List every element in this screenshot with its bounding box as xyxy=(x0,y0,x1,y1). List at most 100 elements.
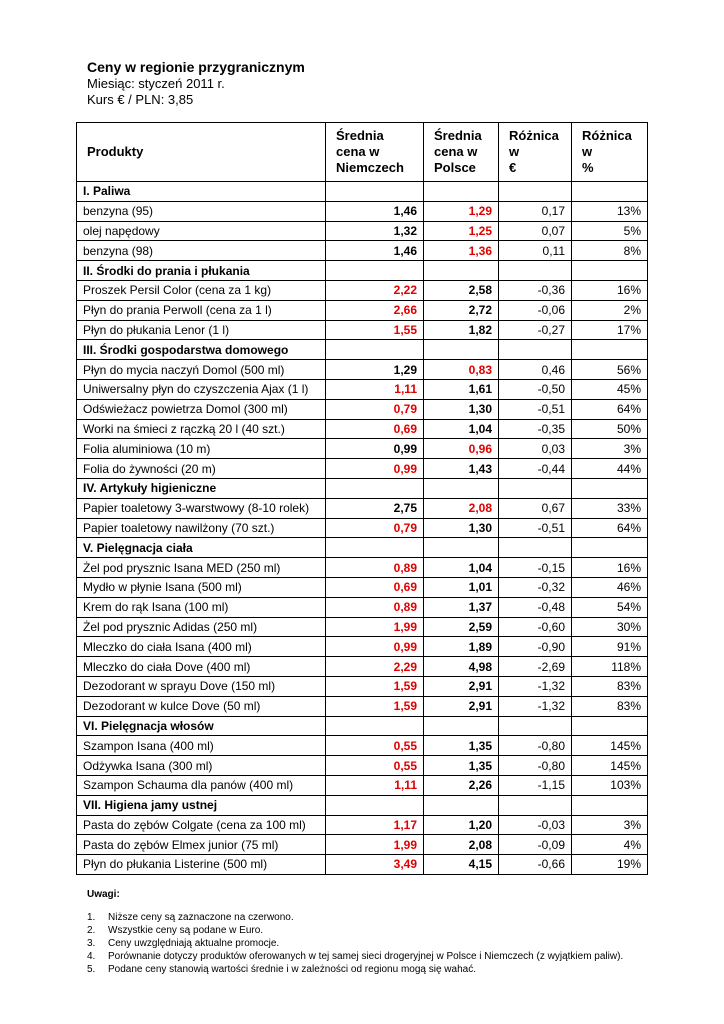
note-number: 4. xyxy=(87,951,96,962)
value-cell: 2,58 xyxy=(423,279,499,301)
product-name: Żel pod prysznic Adidas (250 ml) xyxy=(76,616,326,638)
value-cell: 1,59 xyxy=(325,695,424,717)
product-row: Płyn do płukania Lenor (1 l) 1,55 1,82 -0,2… xyxy=(76,319,648,341)
empty-cell xyxy=(571,537,648,559)
value-cell: 1,99 xyxy=(325,616,424,638)
product-name: Uniwersalny płyn do czyszczenia Ajax (1 … xyxy=(76,378,326,400)
value-cell: -0,60 xyxy=(498,616,572,638)
empty-cell xyxy=(498,477,572,499)
value-cell: -0,90 xyxy=(498,636,572,658)
value-cell: 4,15 xyxy=(423,854,499,875)
value-cell: -0,35 xyxy=(498,418,572,440)
value-cell: 1,61 xyxy=(423,378,499,400)
product-row: Krem do rąk Isana (100 ml) 0,89 1,37 -0,48 5… xyxy=(76,596,648,618)
value-cell: 1,99 xyxy=(325,834,424,856)
value-cell: 1,30 xyxy=(423,398,499,420)
month: Miesiąc: styczeń 2011 r. xyxy=(87,76,225,91)
value-cell: 145% xyxy=(571,755,648,776)
rate: Kurs € / PLN: 3,85 xyxy=(87,92,194,107)
value-cell: 1,43 xyxy=(423,458,499,479)
value-cell: 17% xyxy=(571,319,648,341)
product-name: Proszek Persil Color (cena za 1 kg) xyxy=(76,279,326,301)
value-cell: 1,20 xyxy=(423,814,499,836)
empty-cell xyxy=(571,339,648,361)
column-header: Różnica w € xyxy=(498,122,572,182)
product-row: Żel pod prysznic Isana MED (250 ml) 0,89 1… xyxy=(76,557,648,578)
section-row: V. Pielęgnacja ciała xyxy=(76,537,648,559)
product-name: Folia aluminiowa (10 m) xyxy=(76,438,326,460)
empty-cell xyxy=(325,181,424,202)
product-row: Papier toaletowy nawilżony (70 szt.) 0,79… xyxy=(76,517,648,539)
note-text: Porównanie dotyczy produktów oferowanych… xyxy=(108,951,624,962)
empty-cell xyxy=(498,537,572,559)
value-cell: 0,03 xyxy=(498,438,572,460)
product-row: Odżywka Isana (300 ml) 0,55 1,35 -0,80 145% xyxy=(76,755,648,776)
note-item: 5. Podane ceny stanowią wartości średnie … xyxy=(87,963,647,976)
value-cell: 30% xyxy=(571,616,648,638)
product-row: Płyn do prania Perwoll (cena za 1 l) 2,66… xyxy=(76,299,648,321)
product-name: Żel pod prysznic Isana MED (250 ml) xyxy=(76,557,326,578)
value-cell: 2,22 xyxy=(325,279,424,301)
value-cell: 0,79 xyxy=(325,398,424,420)
value-cell: -1,32 xyxy=(498,675,572,697)
value-cell: -0,51 xyxy=(498,517,572,539)
value-cell: 0,99 xyxy=(325,458,424,479)
product-row: olej napędowy 1,32 1,25 0,07 5% xyxy=(76,220,648,242)
product-name: Pasta do zębów Elmex junior (75 ml) xyxy=(76,834,326,856)
value-cell: -1,32 xyxy=(498,695,572,717)
product-row: Mleczko do ciała Isana (400 ml) 0,99 1,89-… xyxy=(76,636,648,658)
value-cell: -0,48 xyxy=(498,596,572,618)
column-header: Średnia cena w Niemczech xyxy=(325,122,424,182)
value-cell: 64% xyxy=(571,398,648,420)
value-cell: 0,99 xyxy=(325,438,424,460)
value-cell: 1,04 xyxy=(423,557,499,578)
product-name: benzyna (95) xyxy=(76,200,326,222)
product-name: Krem do rąk Isana (100 ml) xyxy=(76,596,326,618)
column-header: Produkty xyxy=(76,122,326,182)
value-cell: 1,82 xyxy=(423,319,499,341)
empty-cell xyxy=(571,715,648,737)
column-header: Różnica w % xyxy=(571,122,648,182)
note-number: 3. xyxy=(87,938,96,949)
value-cell: 2,91 xyxy=(423,695,499,717)
value-cell: -0,06 xyxy=(498,299,572,321)
value-cell: 1,36 xyxy=(423,240,499,262)
product-row: Płyn do mycia naczyń Domol (500 ml) 1,29 0… xyxy=(76,359,648,380)
value-cell: 2,75 xyxy=(325,497,424,519)
product-name: Papier toaletowy nawilżony (70 szt.) xyxy=(76,517,326,539)
empty-cell xyxy=(325,477,424,499)
price-table: Produkty Średnia cena w Niemczech Średnia … xyxy=(76,122,648,875)
section-name: V. Pielęgnacja ciała xyxy=(76,537,326,559)
product-name: Mleczko do ciała Isana (400 ml) xyxy=(76,636,326,658)
notes: Uwagi: 1. Niższe ceny są zaznaczone na cz… xyxy=(87,888,647,976)
value-cell: 2,72 xyxy=(423,299,499,321)
product-name: Płyn do płukania Lenor (1 l) xyxy=(76,319,326,341)
value-cell: 2% xyxy=(571,299,648,321)
product-name: Płyn do prania Perwoll (cena za 1 l) xyxy=(76,299,326,321)
value-cell: 0,89 xyxy=(325,557,424,578)
value-cell: 0,17 xyxy=(498,200,572,222)
value-cell: -2,69 xyxy=(498,656,572,677)
empty-cell xyxy=(325,715,424,737)
empty-cell xyxy=(423,537,499,559)
value-cell: 0,07 xyxy=(498,220,572,242)
empty-cell xyxy=(423,181,499,202)
notes-title: Uwagi: xyxy=(87,889,120,900)
product-row: Proszek Persil Color (cena za 1 kg) 2,22 2… xyxy=(76,279,648,301)
value-cell: -0,15 xyxy=(498,557,572,578)
value-cell: 0,89 xyxy=(325,596,424,618)
value-cell: 1,35 xyxy=(423,735,499,757)
product-row: Dezodorant w kulce Dove (50 ml) 1,59 2,91-… xyxy=(76,695,648,717)
product-name: Mleczko do ciała Dove (400 ml) xyxy=(76,656,326,677)
empty-cell xyxy=(498,260,572,281)
value-cell: -0,44 xyxy=(498,458,572,479)
value-cell: -0,66 xyxy=(498,854,572,875)
product-row: Folia aluminiowa (10 m) 0,99 0,96 0,03 3% xyxy=(76,438,648,460)
product-row: Szampon Isana (400 ml) 0,55 1,35 -0,80 145% xyxy=(76,735,648,757)
empty-cell xyxy=(423,260,499,281)
value-cell: -0,32 xyxy=(498,576,572,598)
product-name: Dezodorant w sprayu Dove (150 ml) xyxy=(76,675,326,697)
product-row: Odświeżacz powietrza Domol (300 ml) 0,79 1… xyxy=(76,398,648,420)
value-cell: 33% xyxy=(571,497,648,519)
header-row: Produkty Średnia cena w Niemczech Średnia … xyxy=(76,122,648,182)
